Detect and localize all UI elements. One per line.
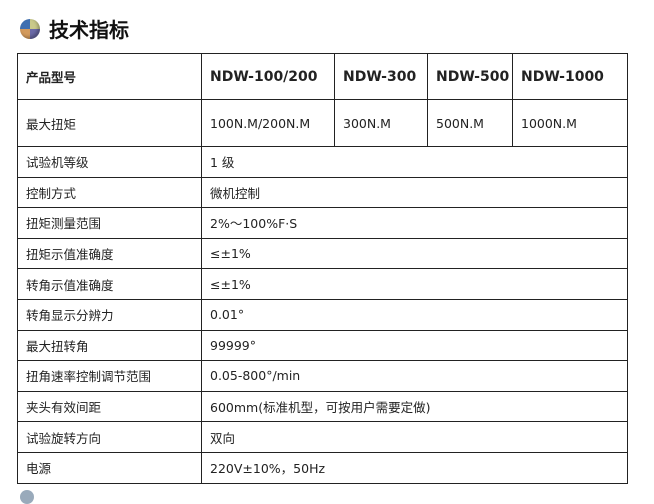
header-cell: NDW-100/200: [201, 53, 335, 100]
row-value: 0.01°: [201, 298, 628, 331]
table-row: 扭角速率控制调节范围 0.05-800°/min: [17, 360, 628, 392]
row-value: 100N.M/200N.M: [201, 99, 335, 147]
quadrant-ball-icon: [20, 18, 40, 39]
row-label: 转角显示分辨力: [17, 298, 202, 331]
header-cell: NDW-300: [334, 53, 428, 100]
row-label: 扭矩示值准确度: [17, 237, 202, 270]
row-value: ≤±1%: [201, 237, 628, 270]
table-row: 试验机等级 1 级: [17, 146, 628, 178]
row-value: ≤±1%: [201, 268, 628, 300]
table-row: 转角示值准确度 ≤±1%: [17, 268, 628, 300]
row-value: 2%～100%F·S: [201, 207, 628, 239]
header-cell: NDW-500: [427, 53, 513, 100]
table-row: 转角显示分辨力 0.01°: [17, 298, 628, 331]
table-row: 试验旋转方向 双向: [17, 421, 628, 453]
row-label: 扭角速率控制调节范围: [17, 360, 202, 392]
spec-table: 产品型号 NDW-100/200 NDW-300 NDW-500 NDW-100…: [17, 53, 628, 484]
row-value: 99999°: [201, 329, 628, 362]
row-value: 500N.M: [427, 99, 513, 147]
row-value: 600mm(标准机型，可按用户需要定做): [201, 390, 628, 423]
section-title: 技术指标: [20, 14, 129, 43]
row-label: 试验旋转方向: [17, 421, 202, 453]
table-row: 最大扭转角 99999°: [17, 329, 628, 362]
row-label: 转角示值准确度: [17, 268, 202, 300]
row-value: 0.05-800°/min: [201, 360, 628, 392]
row-label: 最大扭转角: [17, 329, 202, 362]
row-value: 300N.M: [334, 99, 428, 147]
row-label: 夹头有效间距: [17, 390, 202, 423]
table-row: 电源 220V±10%，50Hz: [17, 451, 628, 484]
header-row: 产品型号 NDW-100/200 NDW-300 NDW-500 NDW-100…: [17, 53, 628, 100]
row-value: 微机控制: [201, 176, 628, 209]
table-row: 扭矩示值准确度 ≤±1%: [17, 237, 628, 270]
row-value: 双向: [201, 421, 628, 453]
row-value: 1000N.M: [512, 99, 628, 147]
row-value: 220V±10%，50Hz: [201, 451, 628, 484]
row-label: 电源: [17, 451, 202, 484]
header-cell: NDW-1000: [512, 53, 628, 100]
table-row: 夹头有效间距 600mm(标准机型，可按用户需要定做): [17, 390, 628, 423]
row-label: 控制方式: [17, 176, 202, 209]
table-row: 最大扭矩 100N.M/200N.M 300N.M 500N.M 1000N.M: [17, 99, 628, 147]
header-cell: 产品型号: [17, 53, 202, 100]
table-row: 扭矩测量范围 2%～100%F·S: [17, 207, 628, 239]
row-value: 1 级: [201, 146, 628, 178]
section-title-text: 技术指标: [49, 18, 129, 42]
row-label: 试验机等级: [17, 146, 202, 178]
table-row: 控制方式 微机控制: [17, 176, 628, 209]
row-label: 最大扭矩: [17, 99, 202, 147]
row-label: 扭矩测量范围: [17, 207, 202, 239]
bullet-icon: [20, 490, 34, 504]
